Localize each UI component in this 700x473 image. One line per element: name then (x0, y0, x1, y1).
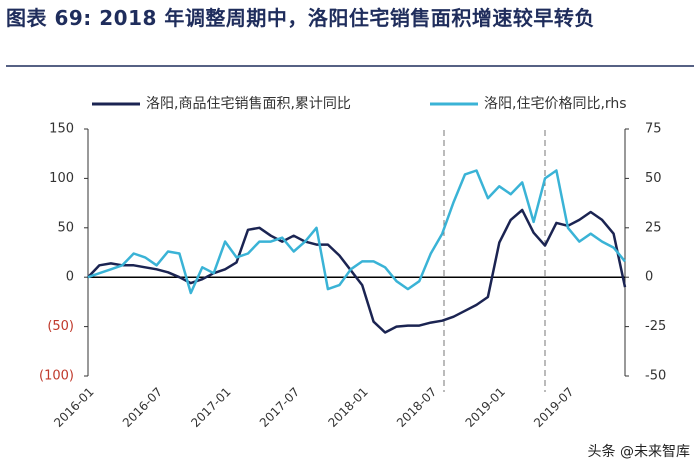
x-tick-label: 2019-01 (463, 385, 508, 430)
y2-tick-label: 50 (645, 171, 662, 186)
chart-title: 图表 69: 2018 年调整周期中，洛阳住宅销售面积增速较早转负 (6, 6, 595, 30)
y-tick-label: (50) (47, 319, 74, 334)
y-tick-label: 150 (49, 122, 74, 137)
y-tick-label: (100) (39, 369, 74, 384)
x-tick-label: 2016-01 (51, 385, 96, 430)
y2-tick-label: 25 (645, 220, 662, 235)
legend-label: 洛阳,住宅价格同比,rhs (484, 96, 627, 112)
y2-tick-label: 0 (645, 270, 653, 285)
x-tick-label: 2018-07 (394, 385, 439, 430)
y-tick-label: 50 (57, 220, 74, 235)
y-tick-label: 100 (49, 171, 74, 186)
series-line (87, 208, 627, 334)
x-tick-label: 2016-07 (120, 385, 165, 430)
legend-label: 洛阳,商品住宅销售面积,累计同比 (146, 96, 351, 112)
x-tick-label: 2018-01 (325, 385, 370, 430)
y2-tick-label: -50 (645, 369, 666, 384)
y2-tick-label: -25 (645, 319, 666, 334)
x-tick-label: 2019-07 (531, 385, 576, 430)
x-tick-label: 2017-07 (257, 385, 302, 430)
x-tick-label: 2017-01 (188, 385, 233, 430)
y2-tick-label: 75 (645, 122, 662, 137)
watermark: 头条 @未来智库 (588, 443, 690, 460)
y-tick-label: 0 (66, 270, 74, 285)
series-line (87, 169, 626, 295)
